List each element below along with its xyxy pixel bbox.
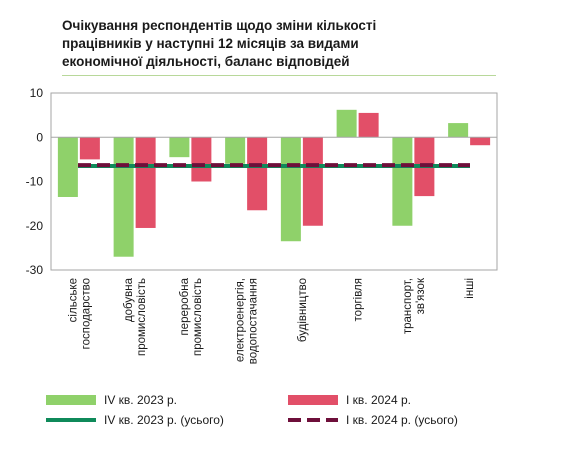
legend-label: IV кв. 2023 р. — [104, 393, 177, 407]
chart-title-line-2: працівників у наступні 12 місяців за вид… — [62, 36, 359, 51]
category-label: зв'язок — [415, 277, 427, 314]
reference-lines — [78, 163, 470, 169]
bars — [51, 109, 497, 257]
legend: IV кв. 2023 р. І кв. 2024 р. IV кв. 2023 р… — [46, 393, 458, 427]
x-axis-labels: сільське господарство добувна промисловість… — [67, 277, 476, 364]
plot-frame — [50, 92, 498, 271]
legend-swatch — [288, 395, 338, 405]
category-label: торгівля — [353, 278, 365, 321]
bar-series-2 — [79, 137, 100, 160]
bar-series-1 — [57, 137, 78, 197]
legend-label: І кв. 2024 р. — [346, 393, 411, 407]
legend-label: І кв. 2024 р. (усього) — [346, 413, 458, 427]
legend-label: IV кв. 2023 р. (усього) — [104, 413, 224, 427]
category-label: водопостачання — [248, 278, 260, 364]
plot-border — [50, 92, 498, 271]
category-label: транспорт, — [402, 278, 414, 334]
y-tick-label: -10 — [26, 175, 44, 189]
chart-title-line-1: Очікування респондентів щодо зміни кільк… — [62, 18, 377, 33]
y-axis: 10 0 -10 -20 -30 — [26, 86, 44, 277]
category-label: господарство — [80, 278, 92, 349]
category-label: добувна — [123, 277, 135, 322]
category-label: переробна — [179, 277, 191, 335]
category-label: промисловість — [192, 278, 204, 356]
chart-title-line-3: економічної діяльності, баланс відповіде… — [62, 54, 350, 69]
bar-series-2 — [135, 137, 156, 228]
y-tick-label: -20 — [26, 219, 44, 233]
bar-series-1 — [280, 137, 301, 242]
y-tick-label: -30 — [26, 263, 44, 277]
bar-series-2 — [191, 137, 212, 182]
bar-series-2 — [358, 112, 379, 138]
bar-series-1 — [225, 137, 246, 164]
category-label: будівництво — [297, 278, 309, 342]
bar-series-1 — [448, 123, 469, 138]
legend-swatch — [46, 395, 96, 405]
category-label: сільське — [67, 278, 79, 322]
bar-series-2 — [302, 137, 323, 226]
category-label: електроенергія, — [235, 278, 247, 362]
title-divider — [62, 75, 496, 76]
bar-series-1 — [169, 137, 190, 158]
bar-series-1 — [392, 137, 413, 226]
bar-series-1 — [336, 109, 357, 138]
bar-series-2 — [247, 137, 268, 211]
bar-series-1 — [113, 137, 134, 257]
y-tick-label: 0 — [36, 130, 43, 144]
bar-series-2 — [470, 137, 491, 146]
category-label: промисловість — [136, 278, 148, 356]
category-label: інші — [464, 278, 476, 299]
y-tick-label: 10 — [30, 86, 44, 100]
